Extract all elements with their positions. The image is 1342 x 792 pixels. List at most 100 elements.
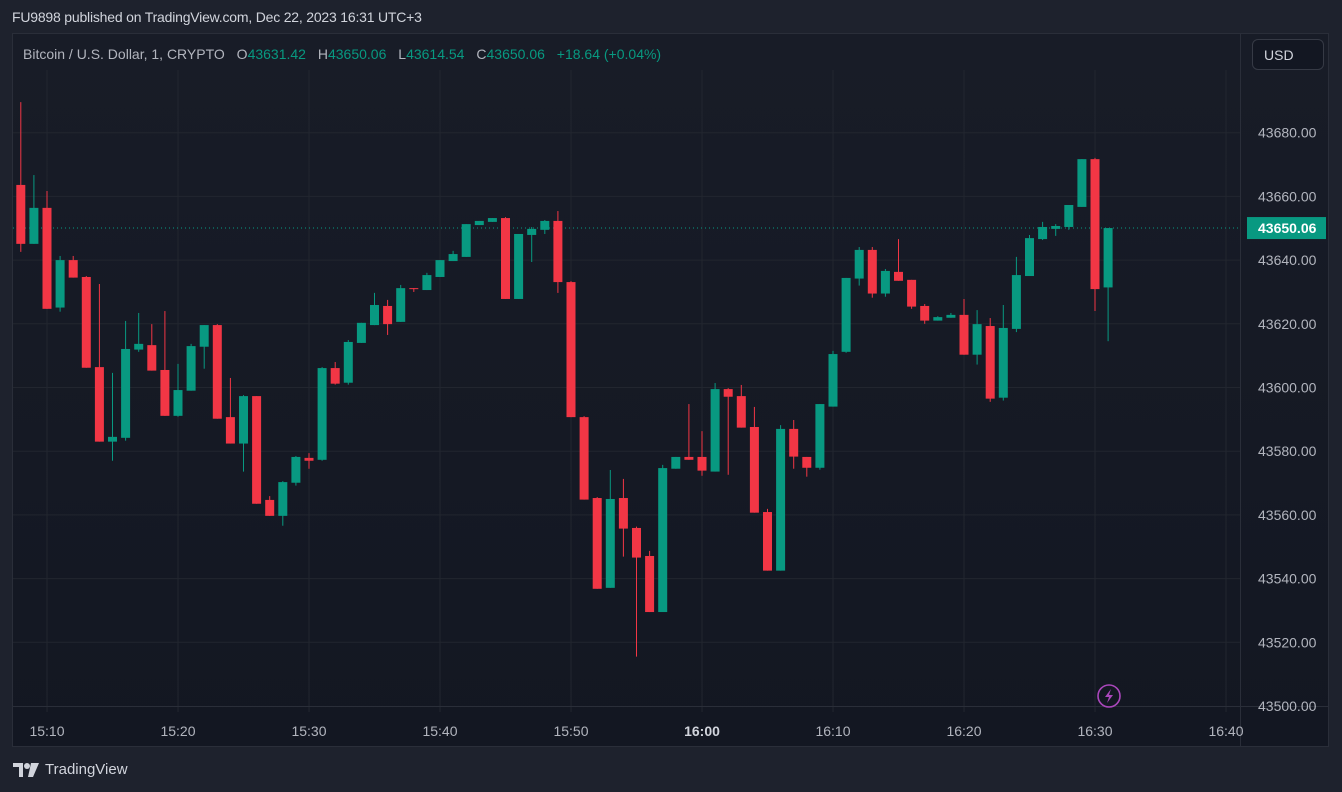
candle-up: [173, 390, 183, 416]
candle-up: [55, 260, 65, 308]
high-value: 43650.06: [327, 46, 387, 62]
lightning-icon[interactable]: [1097, 684, 1121, 708]
close-label: C: [476, 46, 487, 62]
candle-down: [252, 396, 262, 504]
candle-up: [422, 275, 432, 291]
time-tick-label: 15:10: [29, 723, 64, 739]
candle-down: [265, 499, 275, 516]
candle-up: [121, 348, 131, 438]
candle-up: [710, 389, 720, 472]
candle-down: [645, 555, 655, 613]
time-tick-label: 16:10: [815, 723, 850, 739]
price-tick-label: 43620.00: [1258, 316, 1317, 332]
candle-down: [697, 456, 707, 471]
candle-up: [671, 456, 681, 469]
candle-up: [461, 224, 471, 257]
candle-down: [501, 218, 510, 299]
candle-down: [632, 527, 641, 558]
price-tick-label: 43600.00: [1258, 380, 1317, 396]
candle-up: [448, 254, 458, 262]
chart-legend: Bitcoin / U.S. Dollar, 1, CRYPTO O43631.…: [23, 46, 661, 62]
symbol-title[interactable]: Bitcoin / U.S. Dollar, 1, CRYPTO: [23, 46, 225, 62]
candle-up: [998, 327, 1008, 398]
price-tick-label: 43500.00: [1258, 698, 1317, 714]
candle-up: [514, 233, 524, 299]
candle-up: [29, 207, 39, 244]
candle-down: [330, 368, 340, 384]
candle-up: [841, 277, 851, 352]
chart-frame: [12, 33, 1329, 747]
candle-down: [959, 314, 969, 355]
price-tick-label: 43640.00: [1258, 252, 1317, 268]
open-value: 43631.42: [247, 46, 306, 62]
candle-up: [1038, 226, 1048, 240]
brand-name: TradingView: [45, 761, 128, 778]
time-tick-label: 16:20: [946, 723, 981, 739]
last-price-tag: [1247, 217, 1326, 240]
time-tick-label: 15:30: [291, 723, 326, 739]
candle-down: [789, 428, 799, 457]
candle-up: [356, 322, 366, 343]
candle-down: [553, 220, 563, 283]
candle-up: [291, 456, 301, 483]
candle-down: [736, 396, 746, 428]
candle-up: [933, 317, 943, 321]
low-label: L: [398, 46, 407, 62]
time-tick-label: 15:50: [553, 723, 588, 739]
candle-up: [815, 404, 825, 468]
close-value: 43650.06: [486, 46, 545, 62]
candle-up: [1051, 226, 1061, 229]
candle-down: [723, 389, 733, 397]
lightning-icon-glyph: [1105, 689, 1113, 703]
candle-up: [199, 325, 209, 347]
candle-down: [81, 276, 91, 368]
candle-up: [880, 270, 890, 294]
open-label: O: [236, 46, 248, 62]
candle-up: [1077, 159, 1087, 207]
candle-down: [907, 279, 917, 307]
candle-down: [920, 305, 930, 321]
candle-down: [16, 184, 26, 244]
tradingview-brand[interactable]: TradingView: [13, 761, 128, 778]
candle-up: [317, 368, 327, 460]
candle-up: [540, 220, 550, 230]
price-tick-label: 43560.00: [1258, 507, 1317, 523]
time-tick-label: 15:40: [422, 723, 457, 739]
candle-up: [474, 220, 484, 226]
change-value: +18.64 (+0.04%): [556, 46, 662, 62]
candle-up: [396, 288, 406, 322]
candle-down: [94, 367, 104, 442]
candle-up: [776, 428, 786, 571]
price-tick-label: 43520.00: [1258, 634, 1317, 650]
candle-up: [134, 343, 144, 350]
candle-up: [1011, 275, 1021, 329]
candle-up: [108, 436, 117, 442]
candle-up: [239, 396, 248, 444]
candle-down: [566, 282, 576, 418]
candle-down: [212, 325, 222, 419]
candle-down: [579, 417, 589, 500]
candle-up: [487, 218, 497, 222]
time-tick-label: 16:40: [1208, 723, 1243, 739]
high-label: H: [317, 46, 328, 62]
candle-up: [527, 228, 537, 235]
candle-up: [370, 305, 379, 326]
price-tick-label: 43580.00: [1258, 443, 1317, 459]
time-tick-label: 16:00: [684, 723, 720, 739]
candle-up: [1103, 228, 1113, 288]
published-caption: FU9898 published on TradingView.com, Dec…: [12, 9, 422, 25]
candle-up: [946, 314, 956, 318]
candle-up: [972, 324, 982, 355]
currency-button[interactable]: USD: [1252, 39, 1324, 70]
low-value: 43614.54: [406, 46, 465, 62]
candle-down: [68, 260, 78, 278]
candle-up: [854, 249, 864, 279]
candle-down: [763, 512, 772, 571]
price-tick-label: 43540.00: [1258, 571, 1317, 587]
candle-up: [435, 260, 445, 277]
candle-up: [605, 498, 615, 588]
last-price-tag-label: 43650.06: [1258, 220, 1317, 236]
candle-down: [618, 498, 628, 529]
price-tick-label: 43660.00: [1258, 188, 1317, 204]
